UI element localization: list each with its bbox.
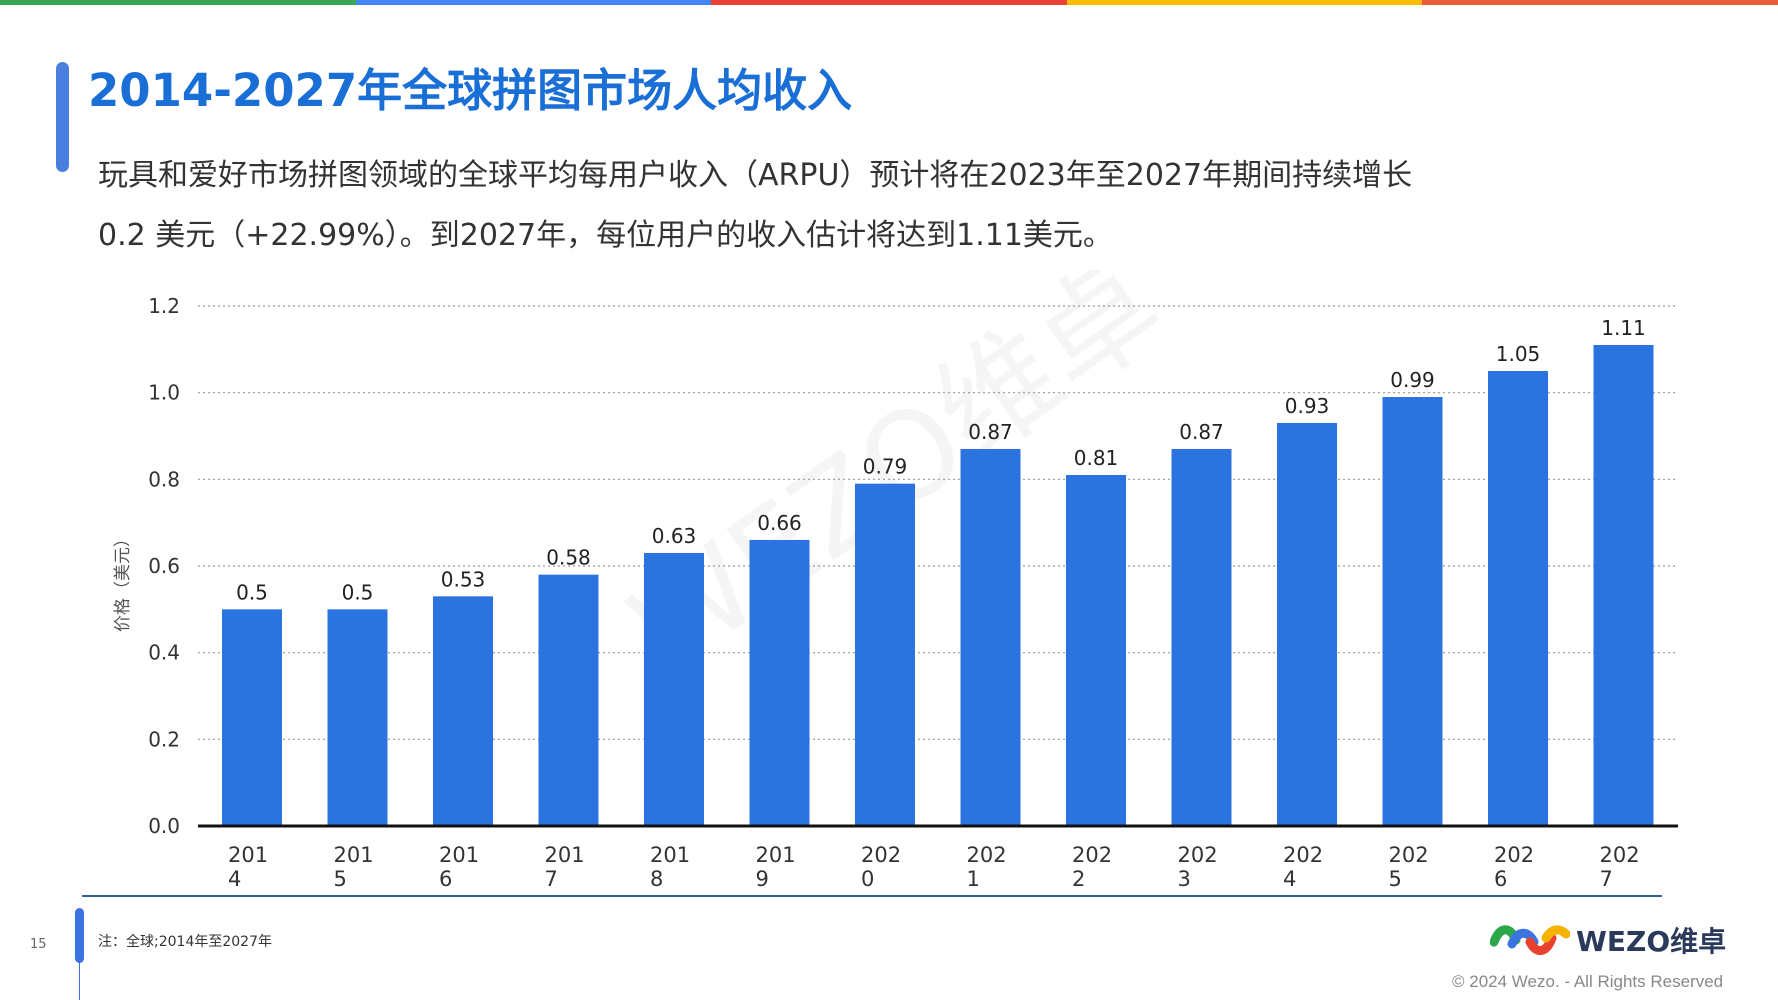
- y-tick-label: 0.2: [148, 727, 180, 751]
- x-tick-label-cont: 6: [1494, 867, 1507, 891]
- bar: [538, 574, 599, 826]
- x-tick-label: 202: [1600, 843, 1640, 867]
- y-tick-label: 0.6: [148, 554, 180, 578]
- y-tick-label: 0.0: [148, 814, 180, 838]
- bar: [1171, 449, 1232, 826]
- bar-value-label: 0.66: [757, 511, 802, 535]
- bar-value-label: 0.79: [863, 455, 908, 479]
- top-color-stripe: [0, 0, 1778, 5]
- bar: [433, 596, 493, 826]
- x-tick-label-cont: 3: [1178, 867, 1191, 891]
- bar: [1382, 397, 1443, 826]
- stripe-orange: [1422, 0, 1778, 5]
- x-tick-label: 201: [334, 843, 374, 867]
- x-tick-label-cont: 0: [861, 867, 874, 891]
- x-tick-label-cont: 9: [756, 867, 769, 891]
- brand-name: WEZO维卓: [1576, 925, 1727, 958]
- x-tick-label-cont: 5: [1389, 867, 1402, 891]
- bar-value-label: 0.5: [342, 580, 374, 604]
- x-tick-label: 201: [545, 843, 585, 867]
- bar: [1593, 345, 1654, 826]
- bar-value-label: 0.53: [441, 567, 486, 591]
- y-axis-title: 价格（美元）: [113, 530, 133, 632]
- wezo-logo-icon: [1490, 925, 1570, 955]
- x-tick-label-cont: 2: [1072, 867, 1085, 891]
- bar: [1488, 371, 1548, 826]
- footer-divider: [82, 895, 1662, 897]
- bar-value-label: 0.87: [1179, 420, 1224, 444]
- y-tick-label: 0.4: [148, 641, 180, 665]
- bar: [327, 609, 388, 826]
- title-accent-bar: [56, 62, 69, 172]
- x-tick-label: 201: [439, 843, 479, 867]
- x-tick-label: 201: [228, 843, 268, 867]
- bar-value-label: 1.11: [1601, 316, 1646, 340]
- slide-description: 玩具和爱好市场拼图领域的全球平均每用户收入（ARPU）预计将在2023年至202…: [98, 146, 1658, 266]
- x-tick-label-cont: 7: [1600, 867, 1613, 891]
- x-tick-label: 202: [1072, 843, 1112, 867]
- y-tick-label: 1.0: [148, 381, 180, 405]
- bar: [1277, 423, 1337, 826]
- x-tick-label: 202: [1389, 843, 1429, 867]
- x-tick-label: 201: [650, 843, 690, 867]
- bar-value-label: 0.99: [1390, 368, 1435, 392]
- x-tick-label: 201: [756, 843, 796, 867]
- bar: [749, 540, 810, 826]
- x-tick-label: 202: [1283, 843, 1323, 867]
- brand-logo: WEZO维卓: [1490, 920, 1726, 960]
- bar-chart: WEZO维卓 0.00.20.40.60.81.01.2 0.50.50.530…: [113, 270, 1678, 891]
- bar-value-label: 0.81: [1074, 446, 1119, 470]
- stripe-yellow: [1066, 0, 1423, 5]
- x-tick-label: 202: [1494, 843, 1534, 867]
- slide-title: 2014-2027年全球拼图市场人均收入: [88, 64, 853, 117]
- bar: [1066, 475, 1126, 826]
- x-tick-label-cont: 6: [439, 867, 452, 891]
- note-accent-bar: [75, 908, 84, 963]
- bar-value-label: 0.87: [968, 420, 1013, 444]
- bar-value-label: 1.05: [1496, 342, 1541, 366]
- copyright-text: © 2024 Wezo. - All Rights Reserved: [1452, 972, 1724, 991]
- x-tick-label-cont: 4: [1283, 867, 1296, 891]
- bar: [644, 553, 704, 826]
- y-tick-label: 1.2: [148, 294, 180, 318]
- bar: [960, 449, 1021, 826]
- page-number: 15: [30, 937, 47, 952]
- x-tick-label: 202: [967, 843, 1007, 867]
- note-accent-stem: [79, 958, 80, 1000]
- x-tick-label-cont: 1: [967, 867, 980, 891]
- bar-value-label: 0.5: [236, 580, 268, 604]
- x-tick-label-cont: 4: [228, 867, 241, 891]
- y-tick-label: 0.8: [148, 467, 180, 491]
- stripe-green: [0, 0, 356, 5]
- stripe-red: [711, 0, 1067, 5]
- x-tick-label-cont: 7: [545, 867, 558, 891]
- x-tick-label-cont: 5: [334, 867, 347, 891]
- x-tick-label: 202: [1178, 843, 1218, 867]
- x-tick-label-cont: 8: [650, 867, 663, 891]
- bar-value-label: 0.58: [546, 546, 591, 570]
- source-note: 注：全球;2014年至2027年: [98, 934, 272, 950]
- description-line-2: 0.2 美元（+22.99%）。到2027年，每位用户的收入估计将达到1.11美…: [98, 218, 1113, 253]
- bar: [855, 483, 915, 826]
- bar-value-label: 0.93: [1285, 394, 1330, 418]
- description-line-1: 玩具和爱好市场拼图领域的全球平均每用户收入（ARPU）预计将在2023年至202…: [98, 158, 1413, 193]
- x-tick-label: 202: [861, 843, 901, 867]
- bar: [222, 609, 282, 826]
- bar-value-label: 0.63: [652, 524, 697, 548]
- stripe-blue: [355, 0, 712, 5]
